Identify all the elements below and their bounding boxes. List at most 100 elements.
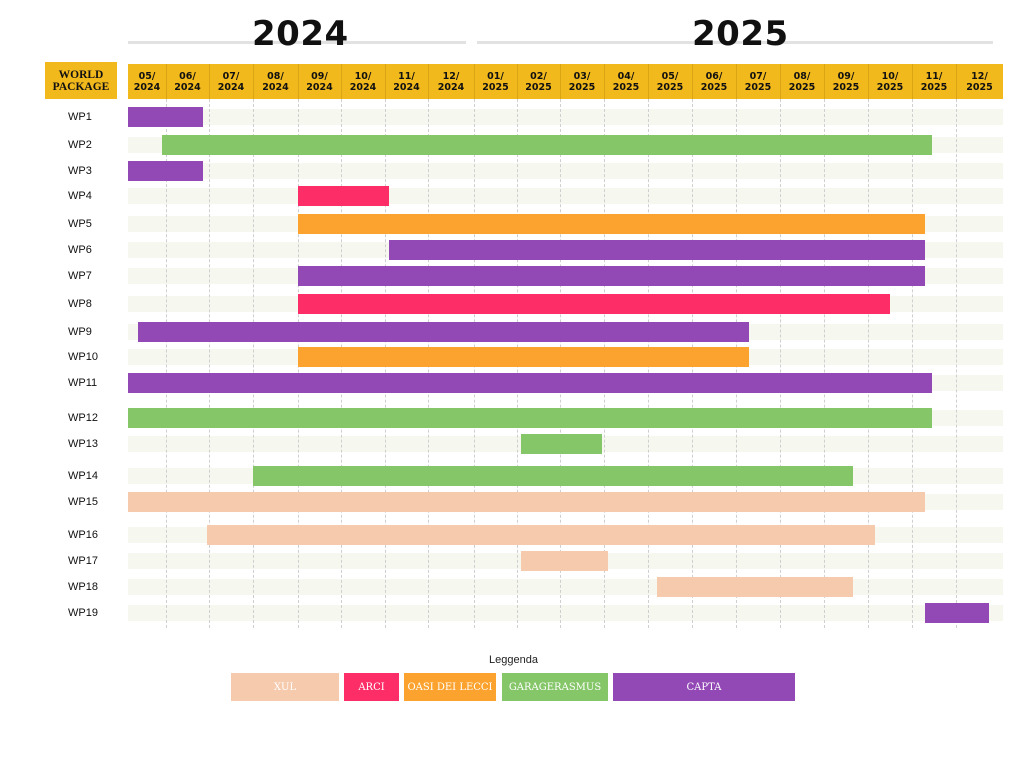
row-background: [128, 163, 1003, 179]
month-separator: [209, 64, 210, 99]
month-gridline: [209, 99, 210, 628]
month-separator: [474, 64, 475, 99]
gantt-bar: [389, 240, 926, 260]
gantt-bar: [162, 135, 932, 155]
month-separator: [560, 64, 561, 99]
month-label: 10/ 2024: [349, 70, 377, 93]
world-package-header-line1: WORLD: [58, 68, 104, 81]
row-background: [128, 188, 1003, 204]
month-separator: [517, 64, 518, 99]
month-separator: [868, 64, 869, 99]
gantt-bar: [298, 347, 750, 367]
month-label: 08/ 2024: [262, 70, 289, 93]
gantt-bar: [128, 492, 926, 512]
month-label: 04/ 2025: [612, 70, 640, 93]
legend-oasi-dei-lecci: OASI DEI LECCI: [404, 673, 496, 701]
month-separator: [298, 64, 299, 99]
task-label: WP7: [68, 270, 92, 282]
task-label: WP16: [68, 529, 98, 541]
month-label: 12/ 2025: [966, 70, 993, 93]
gantt-bar: [298, 214, 926, 234]
task-label: WP14: [68, 470, 98, 482]
task-label: WP11: [68, 377, 98, 389]
legend-title: Leggenda: [489, 654, 538, 666]
row-background: [128, 579, 1003, 595]
world-package-header: WORLD PACKAGE: [45, 62, 117, 99]
legend-xul: XUL: [231, 673, 339, 701]
task-label: WP12: [68, 412, 98, 424]
legend-arci: ARCI: [344, 673, 399, 701]
month-label: 07/ 2025: [744, 70, 772, 93]
task-label: WP18: [68, 581, 98, 593]
year-2024-label: 2024: [252, 14, 349, 54]
year-2024-underline: [128, 41, 466, 44]
task-label: WP9: [68, 326, 92, 338]
month-label: 06/ 2025: [700, 70, 728, 93]
year-2025-underline: [477, 41, 993, 44]
task-label: WP10: [68, 351, 98, 363]
legend-garagerasmus: GARAGERASMUS: [502, 673, 608, 701]
month-gridline: [780, 99, 781, 628]
task-label: WP1: [68, 111, 92, 123]
gantt-bar: [298, 294, 890, 314]
gantt-bar: [521, 551, 609, 571]
month-separator: [428, 64, 429, 99]
gantt-bar: [656, 577, 853, 597]
gantt-bar: [521, 434, 602, 454]
month-separator: [253, 64, 254, 99]
month-label: 10/ 2025: [876, 70, 904, 93]
month-gridline: [166, 99, 167, 628]
year-2025-label: 2025: [692, 14, 789, 54]
task-label: WP3: [68, 165, 92, 177]
task-label: WP19: [68, 607, 98, 619]
month-gridline: [956, 99, 957, 628]
gantt-bar: [925, 603, 989, 623]
month-gridline: [253, 99, 254, 628]
legend-capta: CAPTA: [613, 673, 795, 701]
gantt-bar: [128, 373, 932, 393]
task-label: WP4: [68, 190, 92, 202]
row-background: [128, 109, 1003, 125]
month-label: 08/ 2025: [788, 70, 816, 93]
task-label: WP6: [68, 244, 92, 256]
month-label: 05/ 2025: [656, 70, 684, 93]
gantt-bar: [128, 107, 203, 127]
month-gridline: [912, 99, 913, 628]
month-label: 09/ 2024: [306, 70, 333, 93]
world-package-header-line2: PACKAGE: [52, 80, 110, 93]
month-gridline: [868, 99, 869, 628]
task-label: WP15: [68, 496, 98, 508]
month-separator: [166, 64, 167, 99]
month-separator: [604, 64, 605, 99]
month-separator: [912, 64, 913, 99]
month-label: 12/ 2024: [437, 70, 465, 93]
task-label: WP2: [68, 139, 92, 151]
month-header-band: [128, 64, 1003, 99]
gantt-bar: [128, 161, 203, 181]
row-background: [128, 605, 1003, 621]
month-label: 05/ 2024: [133, 70, 161, 93]
month-separator: [956, 64, 957, 99]
month-separator: [341, 64, 342, 99]
month-label: 09/ 2025: [832, 70, 860, 93]
task-label: WP8: [68, 298, 92, 310]
gantt-bar: [253, 466, 853, 486]
month-separator: [824, 64, 825, 99]
task-label: WP13: [68, 438, 98, 450]
gantt-bar: [206, 525, 875, 545]
month-separator: [780, 64, 781, 99]
task-label: WP5: [68, 218, 92, 230]
gantt-bar: [137, 322, 750, 342]
month-label: 02/ 2025: [525, 70, 552, 93]
month-label: 01/ 2025: [482, 70, 509, 93]
month-separator: [692, 64, 693, 99]
month-label: 06/ 2024: [174, 70, 201, 93]
month-label: 11/ 2025: [920, 70, 948, 93]
month-separator: [648, 64, 649, 99]
gantt-bar: [298, 266, 926, 286]
month-label: 11/ 2024: [393, 70, 420, 93]
month-gridline: [824, 99, 825, 628]
month-separator: [736, 64, 737, 99]
month-label: 07/ 2024: [217, 70, 245, 93]
